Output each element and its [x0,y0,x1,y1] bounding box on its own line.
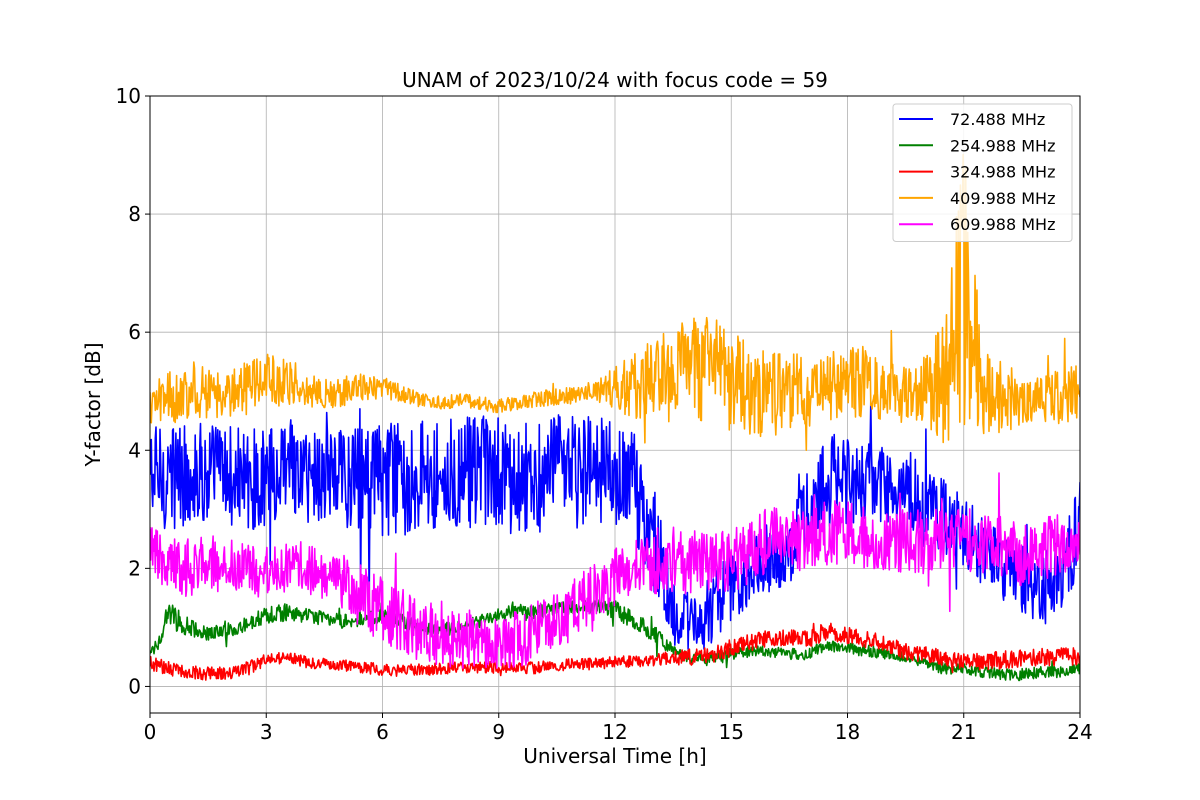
x-tick-label: 9 [492,720,505,744]
legend-label: 254.988 MHz [950,136,1055,155]
series-line-5 [150,472,1080,669]
legend-label: 409.988 MHz [950,189,1055,208]
legend: 72.488 MHz 254.988 MHz 324.988 MHz 409.988 … [892,103,1073,242]
y-tick-label: 6 [128,320,141,344]
x-tick-label: 18 [835,720,860,744]
legend-label: 609.988 MHz [950,215,1055,234]
y-tick-label: 2 [128,556,141,580]
legend-label: 324.988 MHz [950,163,1055,182]
y-tick-label: 8 [128,202,141,226]
x-tick-label: 15 [719,720,744,744]
legend-box [892,103,1073,242]
series-line-3 [150,622,1080,681]
x-axis-label: Universal Time [h] [523,744,706,768]
y-tick-label: 0 [128,674,141,698]
chart-title: UNAM of 2023/10/24 with focus code = 59 [402,68,828,92]
x-tick-label: 12 [602,720,627,744]
x-tick-label: 6 [376,720,389,744]
x-tick-label: 24 [1067,720,1092,744]
series-layer [150,153,1080,682]
legend-label: 72.488 MHz [950,110,1045,129]
y-axis-label: Y-factor [dB] [81,342,105,467]
series-line-4 [150,153,1080,451]
x-tick-label: 0 [144,720,157,744]
y-tick-label: 10 [116,84,141,108]
x-tick-label: 3 [260,720,273,744]
y-tick-label: 4 [128,438,141,462]
x-tick-label: 21 [951,720,976,744]
